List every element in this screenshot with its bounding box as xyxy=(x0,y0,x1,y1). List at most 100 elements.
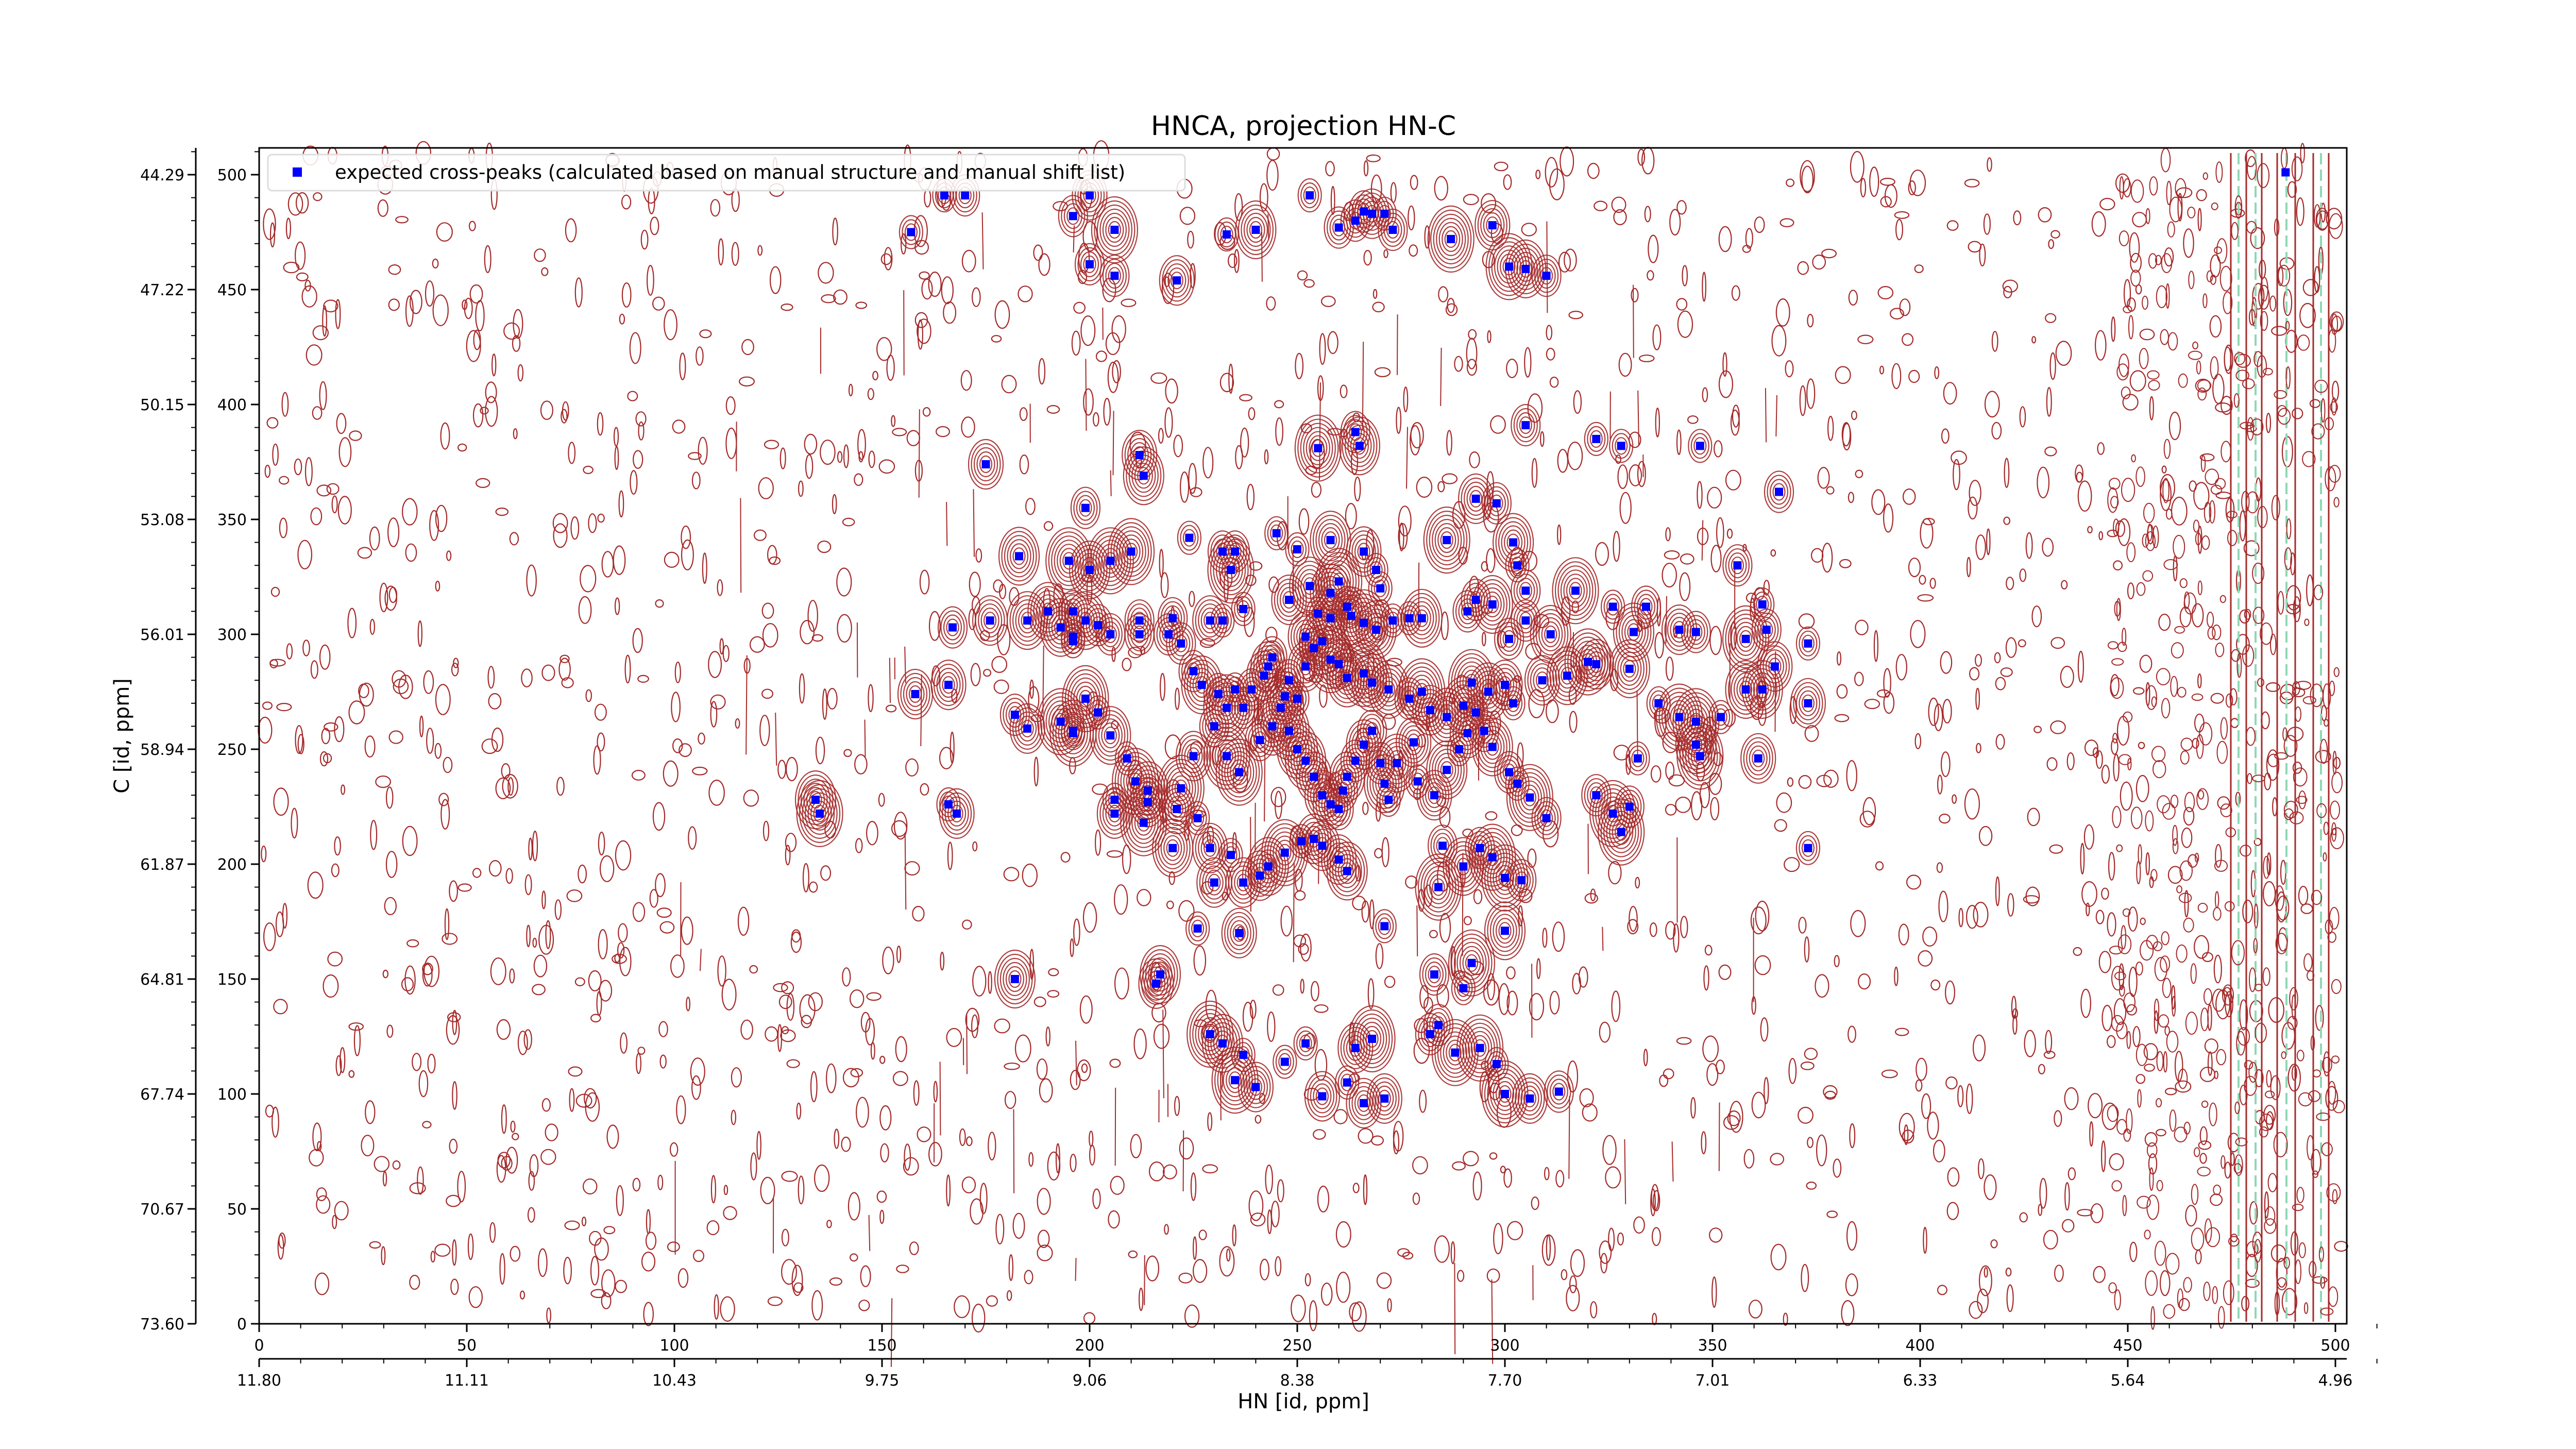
y-ppm-tick-label: 56.01 xyxy=(140,626,184,644)
noise-contour xyxy=(1605,1166,1621,1189)
noise-contour xyxy=(1975,743,1981,753)
cross-peak-marker xyxy=(907,228,916,237)
noise-contour xyxy=(1468,961,1484,975)
strip-contour xyxy=(2179,578,2188,588)
peak-contour xyxy=(1351,1009,1393,1069)
peak-contour xyxy=(1484,901,1526,961)
strip-contour xyxy=(2197,790,2205,800)
noise-contour xyxy=(1854,671,1864,686)
peak-contour xyxy=(1448,845,1479,888)
strip-contour xyxy=(2145,685,2157,710)
noise-contour xyxy=(1943,382,1957,405)
noise-contour xyxy=(554,899,562,920)
noise-contour xyxy=(382,1171,387,1187)
noise-contour xyxy=(1718,226,1732,252)
cross-peak-marker xyxy=(1010,711,1019,719)
cross-peak-marker xyxy=(1297,837,1306,846)
strip-contour xyxy=(2223,1280,2234,1305)
peak-contour xyxy=(1228,680,1242,699)
peak-contour xyxy=(1636,594,1656,620)
noise-contour xyxy=(1595,542,1609,566)
noise-contour xyxy=(2012,1008,2019,1019)
noise-contour xyxy=(1295,869,1303,892)
noise-contour xyxy=(485,381,497,403)
noise-contour xyxy=(468,1286,483,1308)
peak-contour xyxy=(1432,518,1462,562)
noise-contour xyxy=(679,743,692,757)
noise-contour xyxy=(1839,559,1852,568)
peak-contour xyxy=(906,681,925,707)
noise-contour xyxy=(1160,572,1169,598)
strip-contour xyxy=(2167,221,2175,238)
peak-contour xyxy=(1236,699,1250,717)
peak-contour xyxy=(1098,718,1123,753)
strip-contour xyxy=(2152,525,2159,549)
noise-contour xyxy=(820,865,832,881)
cross-peak-marker xyxy=(1264,662,1273,671)
strip-contour xyxy=(2118,754,2132,765)
x-ppm-tick-label: 7.01 xyxy=(1696,1372,1730,1390)
strip-contour xyxy=(2183,1277,2192,1293)
noise-contour xyxy=(1363,160,1369,177)
noise-contour xyxy=(814,1164,830,1192)
noise-contour xyxy=(2209,315,2222,338)
peak-contour xyxy=(1005,966,1025,992)
peak-contour xyxy=(1003,962,1027,997)
cross-peak-marker xyxy=(1044,607,1053,616)
noise-contour xyxy=(435,580,440,592)
streak-contour xyxy=(981,212,984,269)
peak-contour xyxy=(930,659,967,711)
noise-contour xyxy=(412,1053,422,1071)
cross-peak-marker xyxy=(1505,262,1514,271)
noise-contour xyxy=(1434,1235,1450,1263)
noise-contour xyxy=(395,216,409,224)
peak-contour xyxy=(1347,429,1372,463)
noise-contour xyxy=(928,271,942,297)
noise-contour xyxy=(1267,1011,1276,1042)
cross-peak-marker xyxy=(1471,708,1480,717)
noise-contour xyxy=(1570,1249,1585,1277)
cross-peak-marker xyxy=(1409,738,1418,747)
noise-contour xyxy=(791,929,801,943)
noise-contour xyxy=(1436,984,1449,1008)
peak-contour xyxy=(1495,865,1515,891)
noise-contour xyxy=(467,1233,474,1260)
strip-contour xyxy=(2235,201,2242,216)
peak-contour xyxy=(1736,626,1755,652)
noise-contour xyxy=(1266,147,1280,161)
peak-contour xyxy=(1215,738,1263,806)
strip-contour xyxy=(2252,606,2265,624)
peak-contour xyxy=(1119,534,1144,569)
noise-contour xyxy=(402,825,418,856)
strip-contour xyxy=(2311,889,2323,905)
noise-contour xyxy=(1699,782,1710,808)
noise-contour xyxy=(340,1047,346,1073)
peak-contour xyxy=(796,780,843,848)
peak-contour xyxy=(1523,1089,1536,1107)
peak-contour xyxy=(1076,495,1095,521)
noise-contour xyxy=(1789,696,1797,724)
peak-contour xyxy=(1501,686,1526,720)
cross-peak-marker xyxy=(953,809,961,818)
noise-contour xyxy=(750,1152,757,1181)
cross-peak-marker xyxy=(1625,802,1634,811)
peak-contour xyxy=(1495,1081,1515,1107)
noise-strip-layer xyxy=(2107,143,2345,1330)
noise-contour xyxy=(597,412,604,436)
peak-contour xyxy=(1749,745,1768,771)
cross-peak-marker xyxy=(1571,586,1580,595)
peak-contour xyxy=(1273,1044,1297,1079)
noise-contour xyxy=(452,1009,457,1035)
noise-contour xyxy=(287,192,303,216)
noise-contour xyxy=(1858,973,1871,990)
noise-contour xyxy=(349,430,362,441)
peak-contour xyxy=(1487,659,1523,711)
peak-contour xyxy=(1268,690,1293,725)
noise-contour xyxy=(1708,1227,1723,1243)
strip-contour xyxy=(2149,176,2158,196)
noise-contour xyxy=(1070,938,1074,957)
noise-contour xyxy=(2037,466,2050,499)
cross-peak-marker xyxy=(1758,600,1767,609)
noise-contour xyxy=(2019,406,2026,428)
noise-contour xyxy=(627,391,638,401)
